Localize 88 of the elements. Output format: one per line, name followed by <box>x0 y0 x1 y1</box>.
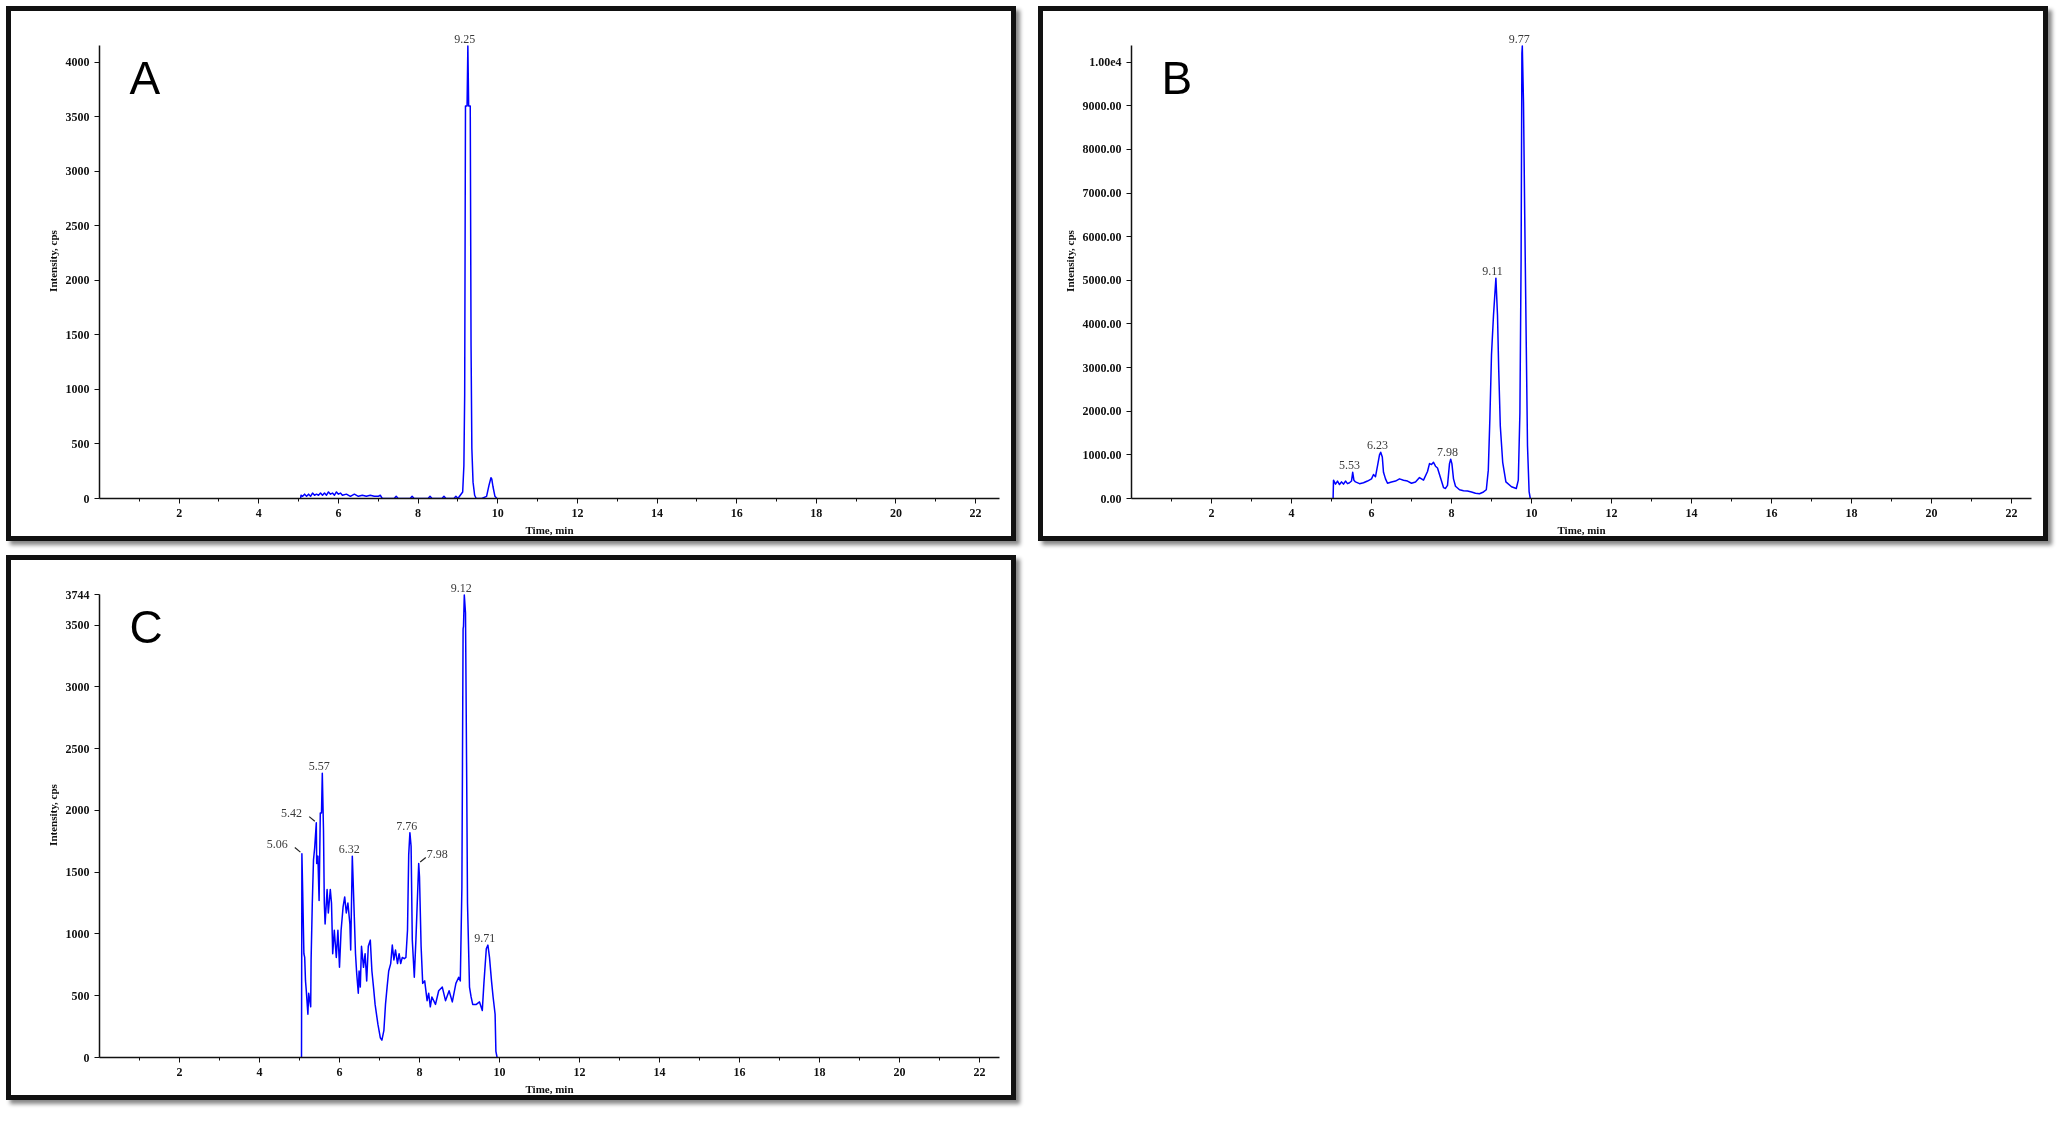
x-tick-label: 20 <box>893 1064 906 1079</box>
y-tick-label: 7000.00 <box>1082 186 1122 201</box>
x-tick-label: 10 <box>491 505 504 520</box>
y-tick-label: 3744 <box>65 587 90 602</box>
x-tick-label: 4 <box>255 505 262 520</box>
line-series <box>299 45 498 499</box>
annotation: 9.71 <box>474 931 496 946</box>
x-tick-label: 6 <box>1368 505 1375 520</box>
y-tick-label: 9000.00 <box>1082 98 1122 113</box>
x-tick-label: 10 <box>1525 505 1538 520</box>
annotation: 9.12 <box>450 580 472 595</box>
y-tick-label: 1500 <box>65 327 90 342</box>
x-tick-label: 20 <box>1925 505 1938 520</box>
y-axis-title: Intensity, cps <box>46 229 59 292</box>
annotation: 5.06 <box>266 836 288 851</box>
x-tick-label: 10 <box>493 1064 506 1079</box>
y-tick-label: 1500 <box>65 865 90 880</box>
x-tick-label: 14 <box>653 1064 666 1079</box>
chart-title: A <box>129 51 161 104</box>
x-tick-label: 22 <box>2005 505 2018 520</box>
y-tick-label: 1.00e4 <box>1089 55 1122 70</box>
y-tick-label: 8000.00 <box>1082 142 1122 157</box>
y-tick-label: 2000.00 <box>1082 404 1122 419</box>
x-tick-label: 12 <box>1605 505 1618 520</box>
y-tick-label: 3500 <box>65 109 90 124</box>
y-tick-label: 500 <box>71 436 90 451</box>
x-tick-label: 8 <box>416 1064 423 1079</box>
x-tick-label: 22 <box>969 505 982 520</box>
y-tick-label: 3000.00 <box>1082 360 1122 375</box>
x-tick-label: 2 <box>1208 505 1215 520</box>
x-tick-label: 16 <box>1765 505 1778 520</box>
annotation: 5.42 <box>281 805 303 820</box>
y-tick-label: 2000 <box>65 273 90 288</box>
y-tick-label: 0 <box>83 1050 90 1065</box>
x-tick-label: 16 <box>730 505 743 520</box>
y-axis-title: Intensity, cps <box>46 783 59 846</box>
annotation: 5.53 <box>1339 458 1361 473</box>
x-tick-label: 14 <box>1685 505 1698 520</box>
annotation: 9.11 <box>1482 264 1503 279</box>
y-tick-label: 2500 <box>65 741 90 756</box>
y-tick-label: 4000 <box>65 55 90 70</box>
x-tick-label: 20 <box>889 505 902 520</box>
x-axis-title: Time, min <box>525 1082 574 1095</box>
y-tick-label: 2500 <box>65 218 90 233</box>
x-tick-label: 4 <box>1288 505 1295 520</box>
y-tick-label: 0 <box>83 491 90 506</box>
y-tick-label: 3500 <box>65 618 90 633</box>
x-tick-label: 18 <box>813 1064 826 1079</box>
annotation: 9.25 <box>454 31 476 46</box>
x-tick-label: 18 <box>1845 505 1858 520</box>
x-tick-label: 2 <box>176 505 183 520</box>
annotation: 6.32 <box>338 842 360 857</box>
x-tick-label: 6 <box>335 505 342 520</box>
line-series <box>1332 45 1532 499</box>
y-tick-label: 1000.00 <box>1082 447 1122 462</box>
x-tick-label: 16 <box>733 1064 746 1079</box>
annotation: 5.57 <box>308 759 330 774</box>
x-tick-label: 8 <box>1448 505 1455 520</box>
y-tick-label: 3000 <box>65 164 90 179</box>
y-tick-label: 500 <box>71 988 90 1003</box>
y-tick-label: 2000 <box>65 803 90 818</box>
annotation: 7.98 <box>426 846 448 861</box>
y-tick-label: 5000.00 <box>1082 273 1122 288</box>
x-axis-title: Time, min <box>1557 523 1606 536</box>
line-series <box>300 594 498 1058</box>
x-axis-title: Time, min <box>525 523 574 536</box>
x-tick-label: 14 <box>651 505 664 520</box>
chart-title: C <box>129 600 163 653</box>
x-tick-label: 18 <box>810 505 823 520</box>
y-axis-title: Intensity, cps <box>1063 229 1076 292</box>
y-tick-label: 1000 <box>65 382 90 397</box>
y-tick-label: 0.00 <box>1100 491 1122 506</box>
y-tick-label: 1000 <box>65 926 90 941</box>
annotation: 7.76 <box>396 818 418 833</box>
x-tick-label: 8 <box>415 505 422 520</box>
annotation: 6.23 <box>1367 438 1389 453</box>
x-tick-label: 4 <box>256 1064 263 1079</box>
annotation: 9.77 <box>1508 31 1530 46</box>
y-tick-label: 4000.00 <box>1082 316 1122 331</box>
y-tick-label: 6000.00 <box>1082 229 1122 244</box>
y-tick-label: 3000 <box>65 679 90 694</box>
x-tick-label: 12 <box>571 505 584 520</box>
x-tick-label: 6 <box>336 1064 343 1079</box>
annotation: 7.98 <box>1437 445 1459 460</box>
x-tick-label: 12 <box>573 1064 586 1079</box>
chart-title: B <box>1161 51 1193 104</box>
x-tick-label: 22 <box>973 1064 986 1079</box>
x-tick-label: 2 <box>176 1064 183 1079</box>
